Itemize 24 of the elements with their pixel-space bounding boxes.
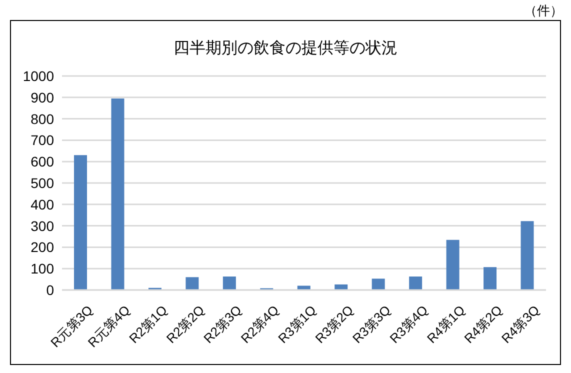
bar [372, 278, 385, 290]
y-axis-title: （件） [524, 2, 563, 20]
bar [222, 276, 236, 290]
y-tick-label: 200 [30, 239, 54, 256]
bar [520, 221, 534, 290]
chart-title: 四半期別の飲食の提供等の状況 [172, 38, 398, 59]
bar [334, 284, 348, 290]
y-tick-label: 500 [30, 174, 54, 191]
y-tick-label: 400 [30, 196, 54, 212]
bar [111, 98, 124, 290]
y-tick-label: 700 [30, 132, 54, 148]
bar [74, 155, 87, 290]
y-tick-label: 100 [30, 260, 54, 277]
y-tick-label: 0 [46, 282, 54, 298]
y-tick-label: 1000 [22, 68, 54, 84]
bar [446, 240, 460, 290]
bar [186, 277, 199, 290]
y-tick-label: 800 [30, 110, 54, 127]
bar [484, 267, 497, 290]
y-tick-label: 600 [30, 154, 54, 170]
y-tick-label: 300 [30, 218, 54, 234]
bar [409, 276, 422, 290]
y-tick-label: 900 [30, 89, 54, 106]
bar [297, 286, 310, 290]
